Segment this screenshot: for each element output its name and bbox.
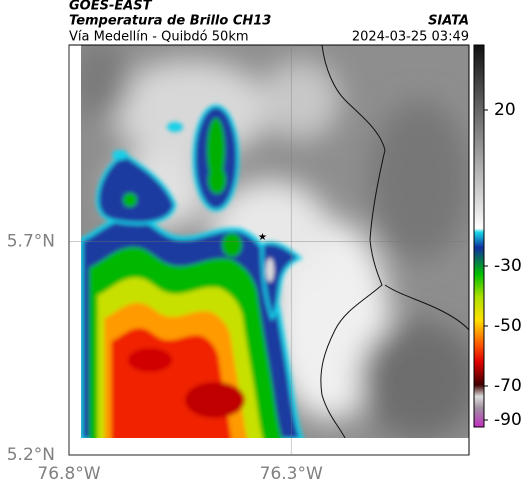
route: Vía Medellín - Quibdó 50km (69, 30, 249, 45)
colorbar-tick-label: -50 (494, 316, 522, 336)
satellite: GOES-EAST (69, 0, 153, 14)
lon-tick-label: 76.3°W (260, 464, 323, 484)
colorbar-tick-label: -90 (494, 410, 522, 430)
lat-tick-label: 5.2°N (7, 445, 55, 465)
colorbar (473, 44, 485, 428)
colorbar-tick-label: -30 (494, 256, 522, 276)
source: SIATA (428, 14, 469, 29)
product: Temperatura de Brillo CH13 (69, 14, 271, 29)
satellite-image (81, 45, 469, 438)
lat-tick-label: 5.7°N (7, 231, 55, 251)
timestamp: 2024-03-25 03:49 (352, 30, 469, 45)
lon-tick-label: 76.8°W (37, 464, 100, 484)
cold-clouds (81, 104, 304, 438)
colorbar-tick-label: 20 (494, 100, 516, 120)
colorbar-tick-label: -70 (494, 376, 522, 396)
